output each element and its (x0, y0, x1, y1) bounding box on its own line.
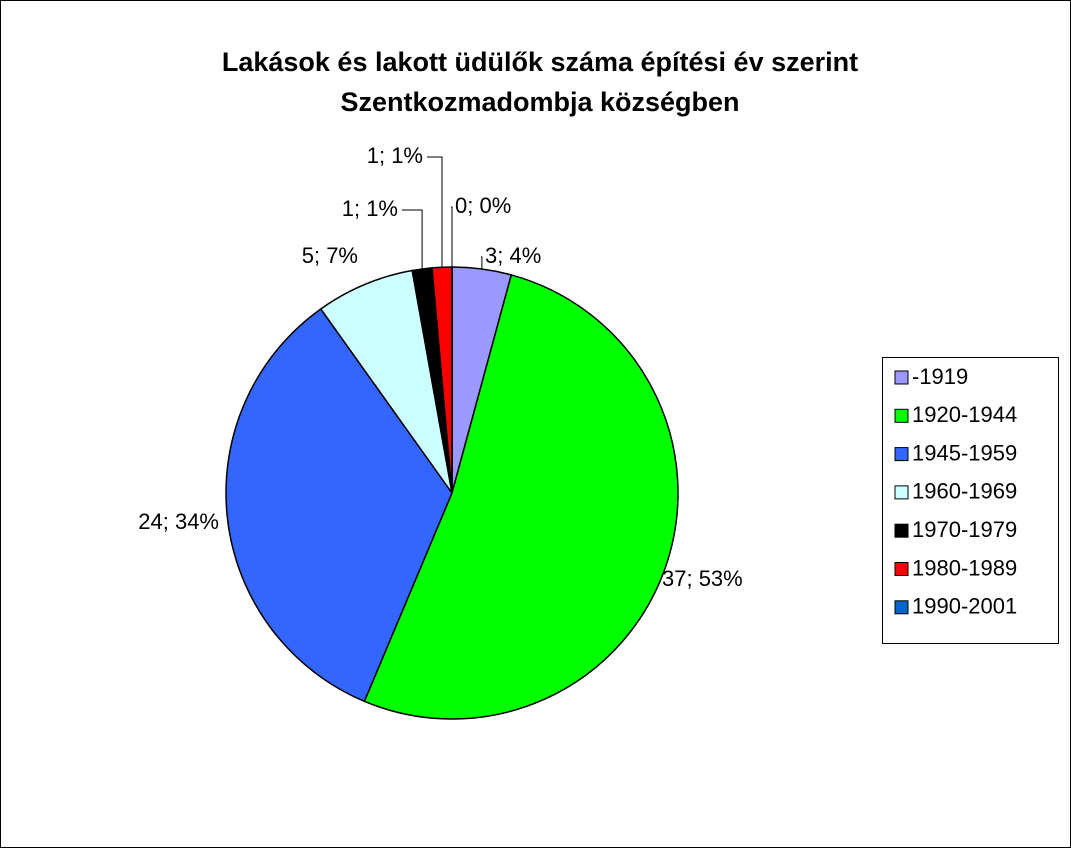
leader-line (402, 209, 423, 269)
data-label: 24; 34% (138, 509, 219, 534)
data-label: 1; 1% (367, 143, 423, 168)
pie-slice (363, 273, 679, 720)
chart-title: Szentkozmadombja községben (340, 87, 739, 117)
legend-swatch (894, 523, 909, 538)
legend-label: -1919 (912, 364, 968, 389)
leader-line (451, 206, 453, 267)
legend-label: 1980-1989 (912, 555, 1017, 580)
legend-swatch (894, 600, 909, 615)
legend-swatch (894, 562, 909, 576)
legend-swatch (894, 447, 909, 462)
legend-label: 1945-1959 (912, 440, 1017, 465)
legend-label: 1970-1979 (912, 517, 1017, 542)
chart-title: Lakások és lakott üdülők száma építési é… (222, 47, 858, 77)
data-label: 5; 7% (302, 243, 358, 268)
legend-label: 1990-2001 (912, 594, 1017, 619)
data-label: 37; 53% (662, 566, 743, 591)
data-label: 1; 1% (342, 196, 398, 221)
data-label: 3; 4% (485, 243, 541, 268)
leader-line (427, 156, 443, 268)
legend-label: 1920-1944 (912, 402, 1017, 427)
legend-swatch (894, 485, 909, 500)
legend-swatch (894, 370, 909, 385)
leader-line (481, 256, 483, 269)
legend-box (882, 357, 1059, 644)
pie-slice (225, 307, 453, 703)
legend-label: 1960-1969 (912, 479, 1017, 504)
legend-swatch (894, 408, 909, 423)
data-label: 0; 0% (455, 193, 511, 218)
